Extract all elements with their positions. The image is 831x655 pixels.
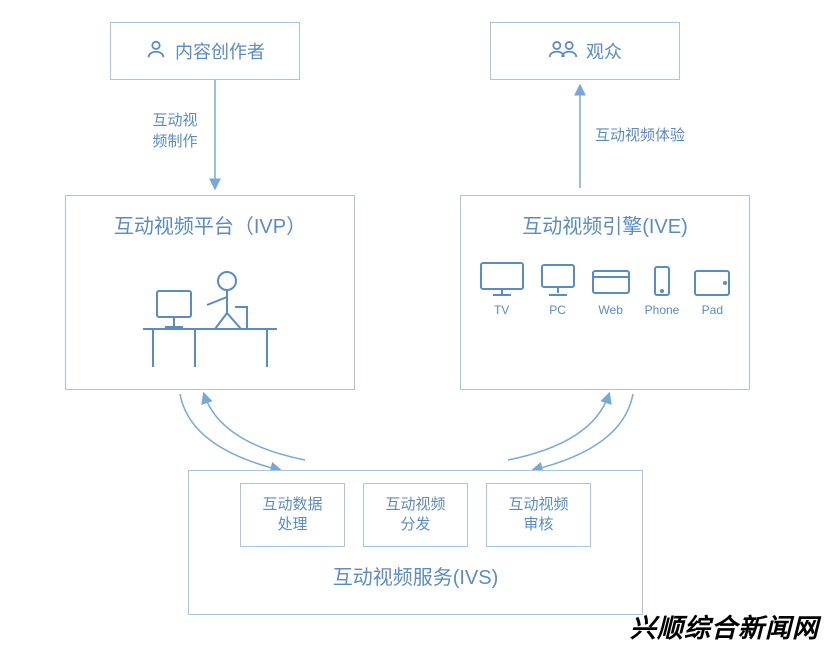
watermark-text: 兴顺综合新闻网 bbox=[630, 608, 819, 645]
ivs-item-0: 互动数据 处理 bbox=[240, 483, 345, 547]
ivs-inner-row: 互动数据 处理 互动视频 分发 互动视频 审核 bbox=[240, 483, 591, 547]
person-icon bbox=[145, 38, 167, 65]
audience-box: 观众 bbox=[490, 22, 680, 80]
device-row: TV PC Web Phone Pad bbox=[479, 261, 732, 317]
desk-illustration-icon bbox=[135, 259, 285, 375]
creator-label: 内容创作者 bbox=[175, 38, 265, 64]
ivp-box: 互动视频平台（IVP） bbox=[65, 195, 355, 390]
device-pad: Pad bbox=[693, 269, 731, 317]
creator-box: 内容创作者 bbox=[110, 22, 300, 80]
ivp-title: 互动视频平台（IVP） bbox=[114, 210, 306, 239]
edge-label-creator-ivp: 互动视 频制作 bbox=[145, 110, 205, 152]
arrow-ive-audience bbox=[575, 80, 585, 195]
ivs-box: 互动数据 处理 互动视频 分发 互动视频 审核 互动视频服务(IVS) bbox=[188, 470, 643, 615]
device-web: Web bbox=[591, 269, 631, 317]
ivs-title: 互动视频服务(IVS) bbox=[333, 561, 499, 590]
ivs-item-1: 互动视频 分发 bbox=[363, 483, 468, 547]
people-icon bbox=[548, 38, 578, 65]
device-pc: PC bbox=[539, 263, 577, 317]
edge-label-ive-audience: 互动视频体验 bbox=[595, 125, 685, 146]
device-tv: TV bbox=[479, 261, 525, 317]
arrow-creator-ivp bbox=[210, 80, 220, 195]
device-phone: Phone bbox=[645, 265, 680, 317]
audience-label: 观众 bbox=[586, 38, 622, 64]
ivs-item-2: 互动视频 审核 bbox=[486, 483, 591, 547]
ive-title: 互动视频引擎(IVE) bbox=[522, 210, 688, 239]
ive-box: 互动视频引擎(IVE) TV PC Web Phone bbox=[460, 195, 750, 390]
